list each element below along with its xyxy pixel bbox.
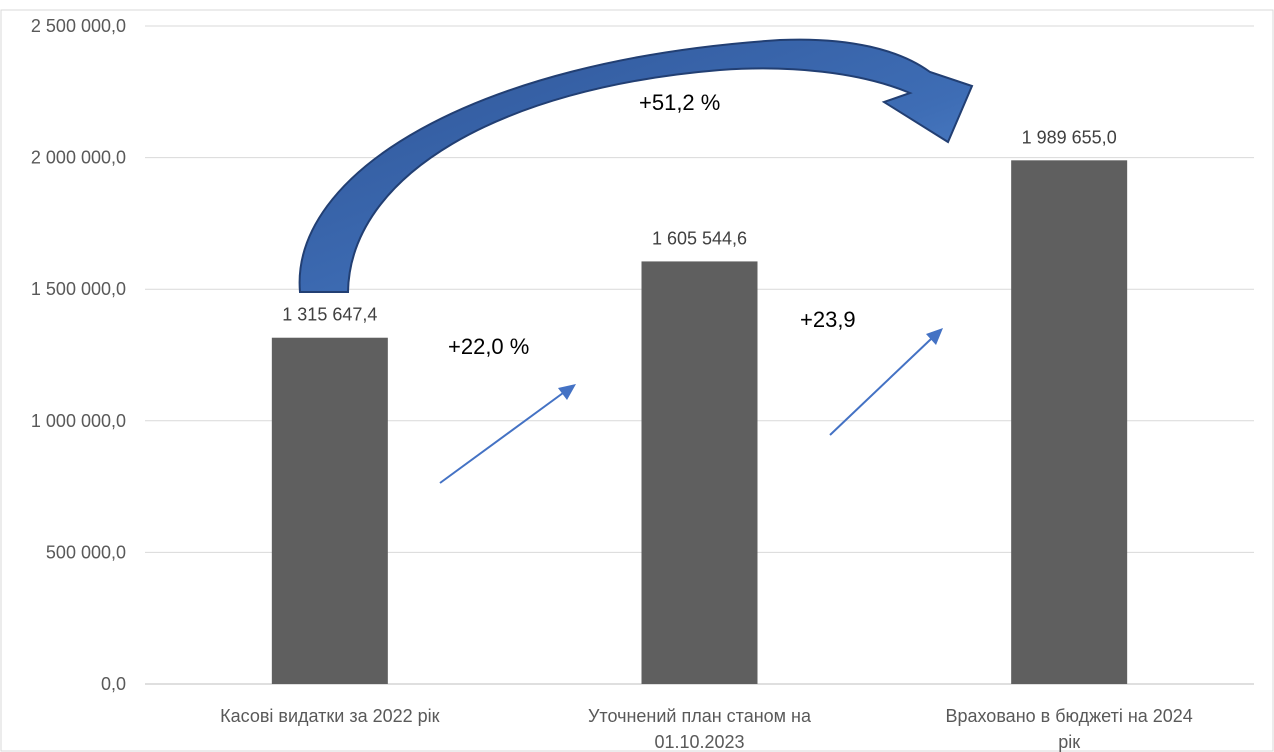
bar [1011, 160, 1128, 684]
chart-frame [0, 9, 1274, 752]
bar [641, 261, 758, 684]
data-labels: 1 315 647,4 1 605 544,6 1 989 655,0 [282, 127, 1116, 324]
bar-value-label: 1 605 544,6 [652, 228, 747, 248]
bar-value-label: 1 315 647,4 [282, 305, 377, 325]
big-curved-arrow [298, 38, 974, 293]
bar [271, 337, 388, 684]
y-axis-tick-labels: 0,0 500 000,0 1 000 000,0 1 500 000,0 2 000 … [31, 16, 126, 694]
arrow-icon-1 [439, 384, 576, 484]
arrow-icon-2 [829, 328, 943, 436]
annotation-growth-2022-2024: +51,2 % [639, 90, 720, 115]
x-category-label: Касові видатки за 2022 рік [220, 706, 440, 726]
y-tick-label: 2 000 000,0 [31, 148, 126, 168]
annotation-growth-2023-2024: +23,9 [800, 307, 856, 332]
bar-value-label: 1 989 655,0 [1022, 127, 1117, 147]
x-category-label: Враховано в бюджеті на 2024 рік [945, 706, 1192, 752]
x-axis-category-labels: Касові видатки за 2022 рік Уточнений план… [220, 706, 1193, 752]
y-tick-label: 1 500 000,0 [31, 279, 126, 299]
x-category-label: Уточнений план станом на 01.10.2023 [588, 706, 812, 752]
annotation-growth-2022-2023: +22,0 % [448, 334, 529, 359]
y-tick-label: 1 000 000,0 [31, 411, 126, 431]
y-tick-label: 500 000,0 [46, 542, 126, 562]
y-tick-label: 2 500 000,0 [31, 16, 126, 36]
y-tick-label: 0,0 [101, 674, 126, 694]
bars [271, 160, 1128, 684]
